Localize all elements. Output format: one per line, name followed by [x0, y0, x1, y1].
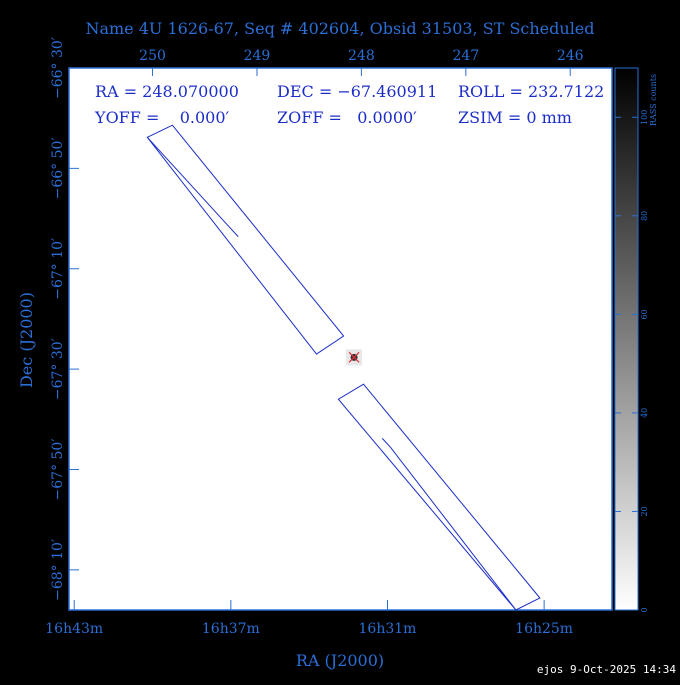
- colorbar-label: RASS counts: [649, 74, 658, 126]
- x-top-tick-label-4: 246: [557, 48, 584, 64]
- x-bottom-tick-label-2: 16h31m: [359, 621, 417, 637]
- colorbar-ticks: 0 20 40 60 80 100: [615, 110, 649, 613]
- y-tick-label-3: −67° 30′: [50, 338, 66, 400]
- colorbar-tick-label-3: 60: [640, 309, 649, 319]
- colorbar: [614, 67, 639, 611]
- info-ra: RA = 248.070000: [95, 82, 239, 101]
- colorbar-tick-label-5: 100: [640, 110, 649, 125]
- x-top-tick-label-0: 250: [139, 48, 166, 64]
- footer-stamp: ejos 9-Oct-2025 14:34: [537, 663, 676, 676]
- info-zsim: ZSIM = 0 mm: [458, 108, 572, 127]
- x-bottom-tick-label-3: 16h25m: [515, 621, 573, 637]
- source-marker: [346, 349, 363, 366]
- x-top-tick-label-2: 248: [348, 48, 375, 64]
- y-tick-label-4: −67° 50′: [50, 438, 66, 500]
- source-cross-b: [348, 351, 360, 363]
- field-outlines: [146, 124, 541, 611]
- y-tick-label-0: −66° 30′: [50, 37, 66, 99]
- field-outline-1: [146, 136, 239, 237]
- info-zoff: ZOFF = 0.0000′: [277, 108, 417, 127]
- x-top-tick-label-3: 247: [452, 48, 479, 64]
- colorbar-tick-label-2: 40: [640, 408, 649, 418]
- field-outline-3: [381, 438, 517, 611]
- y-tick-label-1: −66° 50′: [50, 137, 66, 199]
- colorbar-tick-label-1: 20: [640, 506, 649, 516]
- colorbar-tick-label-4: 80: [640, 211, 649, 221]
- info-roll: ROLL = 232.7122: [458, 82, 604, 101]
- x-top-tick-label-1: 249: [244, 48, 271, 64]
- plot-area: [68, 67, 613, 611]
- colorbar-tick-label-0: 0: [640, 607, 649, 612]
- y-tick-label-5: −68° 10′: [50, 539, 66, 601]
- y-axis-label: Dec (J2000): [17, 292, 36, 388]
- info-dec: DEC = −67.460911: [277, 82, 437, 101]
- x-bottom-tick-label-0: 16h43m: [45, 621, 103, 637]
- x-axis-label: RA (J2000): [296, 651, 384, 670]
- info-yoff: YOFF = 0.000′: [94, 108, 230, 127]
- x-bottom-tick-label-1: 16h37m: [202, 621, 260, 637]
- axis-ticks: 16h43m 16h37m 16h31m 16h25m 250 249 248 247 246 −…: [45, 37, 583, 637]
- y-tick-label-2: −67° 10′: [50, 238, 66, 300]
- plot-title: Name 4U 1626-67, Seq # 402604, Obsid 315…: [85, 19, 594, 38]
- field-outline-0: [146, 124, 345, 355]
